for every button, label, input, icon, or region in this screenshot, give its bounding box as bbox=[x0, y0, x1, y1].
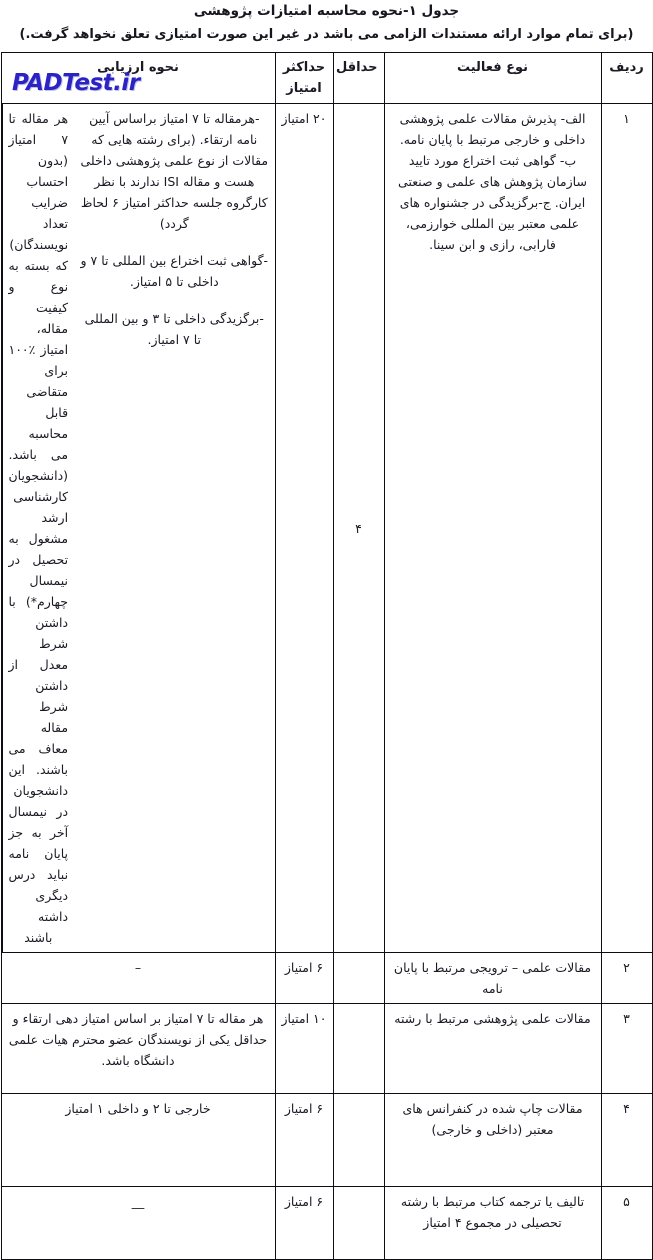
evaluation-paragraph: -برگزیدگی داخلی تا ۳ و بین المللی تا ۷ ا… bbox=[84, 311, 264, 347]
header-min: حداقل bbox=[332, 52, 385, 104]
cell-max: ۶ امتیاز bbox=[274, 1093, 334, 1187]
cell-activity: تالیف یا ترجمه کتاب مرتبط با رشته تحصیلی… bbox=[383, 1186, 602, 1260]
table-header-row: ردیف نوع فعالیت حداقل حداکثر امتیاز نحوه… bbox=[0, 52, 653, 104]
cell-min bbox=[332, 1093, 385, 1187]
cell-activity: مقالات علمی پژوهشی مرتبط با رشته bbox=[383, 1003, 602, 1094]
evaluation-paragraph: -گواهی ثبت اختراع بین المللی تا ۷ و داخل… bbox=[80, 253, 269, 289]
page-title: جدول ۱-نحوه محاسبه امتیازات پژوهشی bbox=[193, 3, 460, 19]
cell-min bbox=[332, 1003, 385, 1094]
table-row: ۱ الف- پذیرش مقالات علمی پژوهشی داخلی و … bbox=[0, 103, 653, 953]
evaluation-split: هر مقاله تا ۷ امتیاز (بدون احتساب ضرایب … bbox=[1, 104, 275, 952]
table-row: ۳ مقالات علمی پژوهشی مرتبط با رشته ۱۰ ام… bbox=[0, 1003, 653, 1094]
cell-evaluation: هر مقاله تا ۷ امتیاز (بدون احتساب ضرایب … bbox=[0, 103, 276, 953]
cell-radif: ۳ bbox=[600, 1003, 653, 1094]
cell-radif: ۱ bbox=[600, 103, 653, 953]
table-row: ۲ مقالات علمی – ترویجی مرتبط با پایان نا… bbox=[0, 952, 653, 1004]
cell-radif: ۵ bbox=[600, 1186, 653, 1260]
header-evaluation: نحوه ارزیابی bbox=[0, 52, 276, 104]
cell-activity: مقالات چاپ شده در کنفرانس های معتبر (داخ… bbox=[383, 1093, 602, 1187]
cell-evaluation: __ bbox=[0, 1186, 276, 1260]
cell-evaluation: هر مقاله تا ۷ امتیاز بر اساس امتیاز دهی … bbox=[0, 1003, 276, 1094]
header-radif: ردیف bbox=[600, 52, 653, 104]
cell-max: ۶ امتیاز bbox=[274, 952, 334, 1004]
evaluation-paragraph: -هرمقاله تا ۷ امتیاز براساس آیین نامه ار… bbox=[80, 111, 269, 231]
title-block: جدول ۱-نحوه محاسبه امتیازات پژوهشی (برای… bbox=[0, 0, 653, 44]
cell-radif: ۴ bbox=[600, 1093, 653, 1187]
cell-max: ۲۰ امتیاز bbox=[274, 103, 334, 953]
evaluation-detail-text: هر مقاله تا ۷ امتیاز (بدون احتساب ضرایب … bbox=[1, 104, 75, 952]
cell-activity: الف- پذیرش مقالات علمی پژوهشی داخلی و خا… bbox=[383, 103, 602, 953]
cell-min bbox=[332, 1186, 385, 1260]
page-subtitle: (برای تمام موارد ارائه مستندات الزامی می… bbox=[19, 27, 634, 42]
cell-radif: ۲ bbox=[600, 952, 653, 1004]
cell-evaluation: – bbox=[0, 952, 276, 1004]
cell-activity: مقالات علمی – ترویجی مرتبط با پایان نامه bbox=[383, 952, 602, 1004]
cell-max: ۱۰ امتیاز bbox=[274, 1003, 334, 1094]
header-max: حداکثر امتیاز bbox=[274, 52, 334, 104]
header-activity: نوع فعالیت bbox=[383, 52, 602, 104]
research-scores-table: ردیف نوع فعالیت حداقل حداکثر امتیاز نحوه… bbox=[0, 52, 653, 1260]
cell-min bbox=[332, 952, 385, 1004]
cell-max: ۶ امتیاز bbox=[274, 1186, 334, 1260]
evaluation-summary-list: -هرمقاله تا ۷ امتیاز براساس آیین نامه ار… bbox=[74, 104, 274, 952]
cell-evaluation: خارجی تا ۲ و داخلی ۱ امتیاز bbox=[0, 1093, 276, 1187]
table-row: ۴ مقالات چاپ شده در کنفرانس های معتبر (د… bbox=[0, 1093, 653, 1187]
table-row: ۵ تالیف یا ترجمه کتاب مرتبط با رشته تحصی… bbox=[0, 1186, 653, 1260]
cell-min: ۴ bbox=[332, 103, 385, 953]
